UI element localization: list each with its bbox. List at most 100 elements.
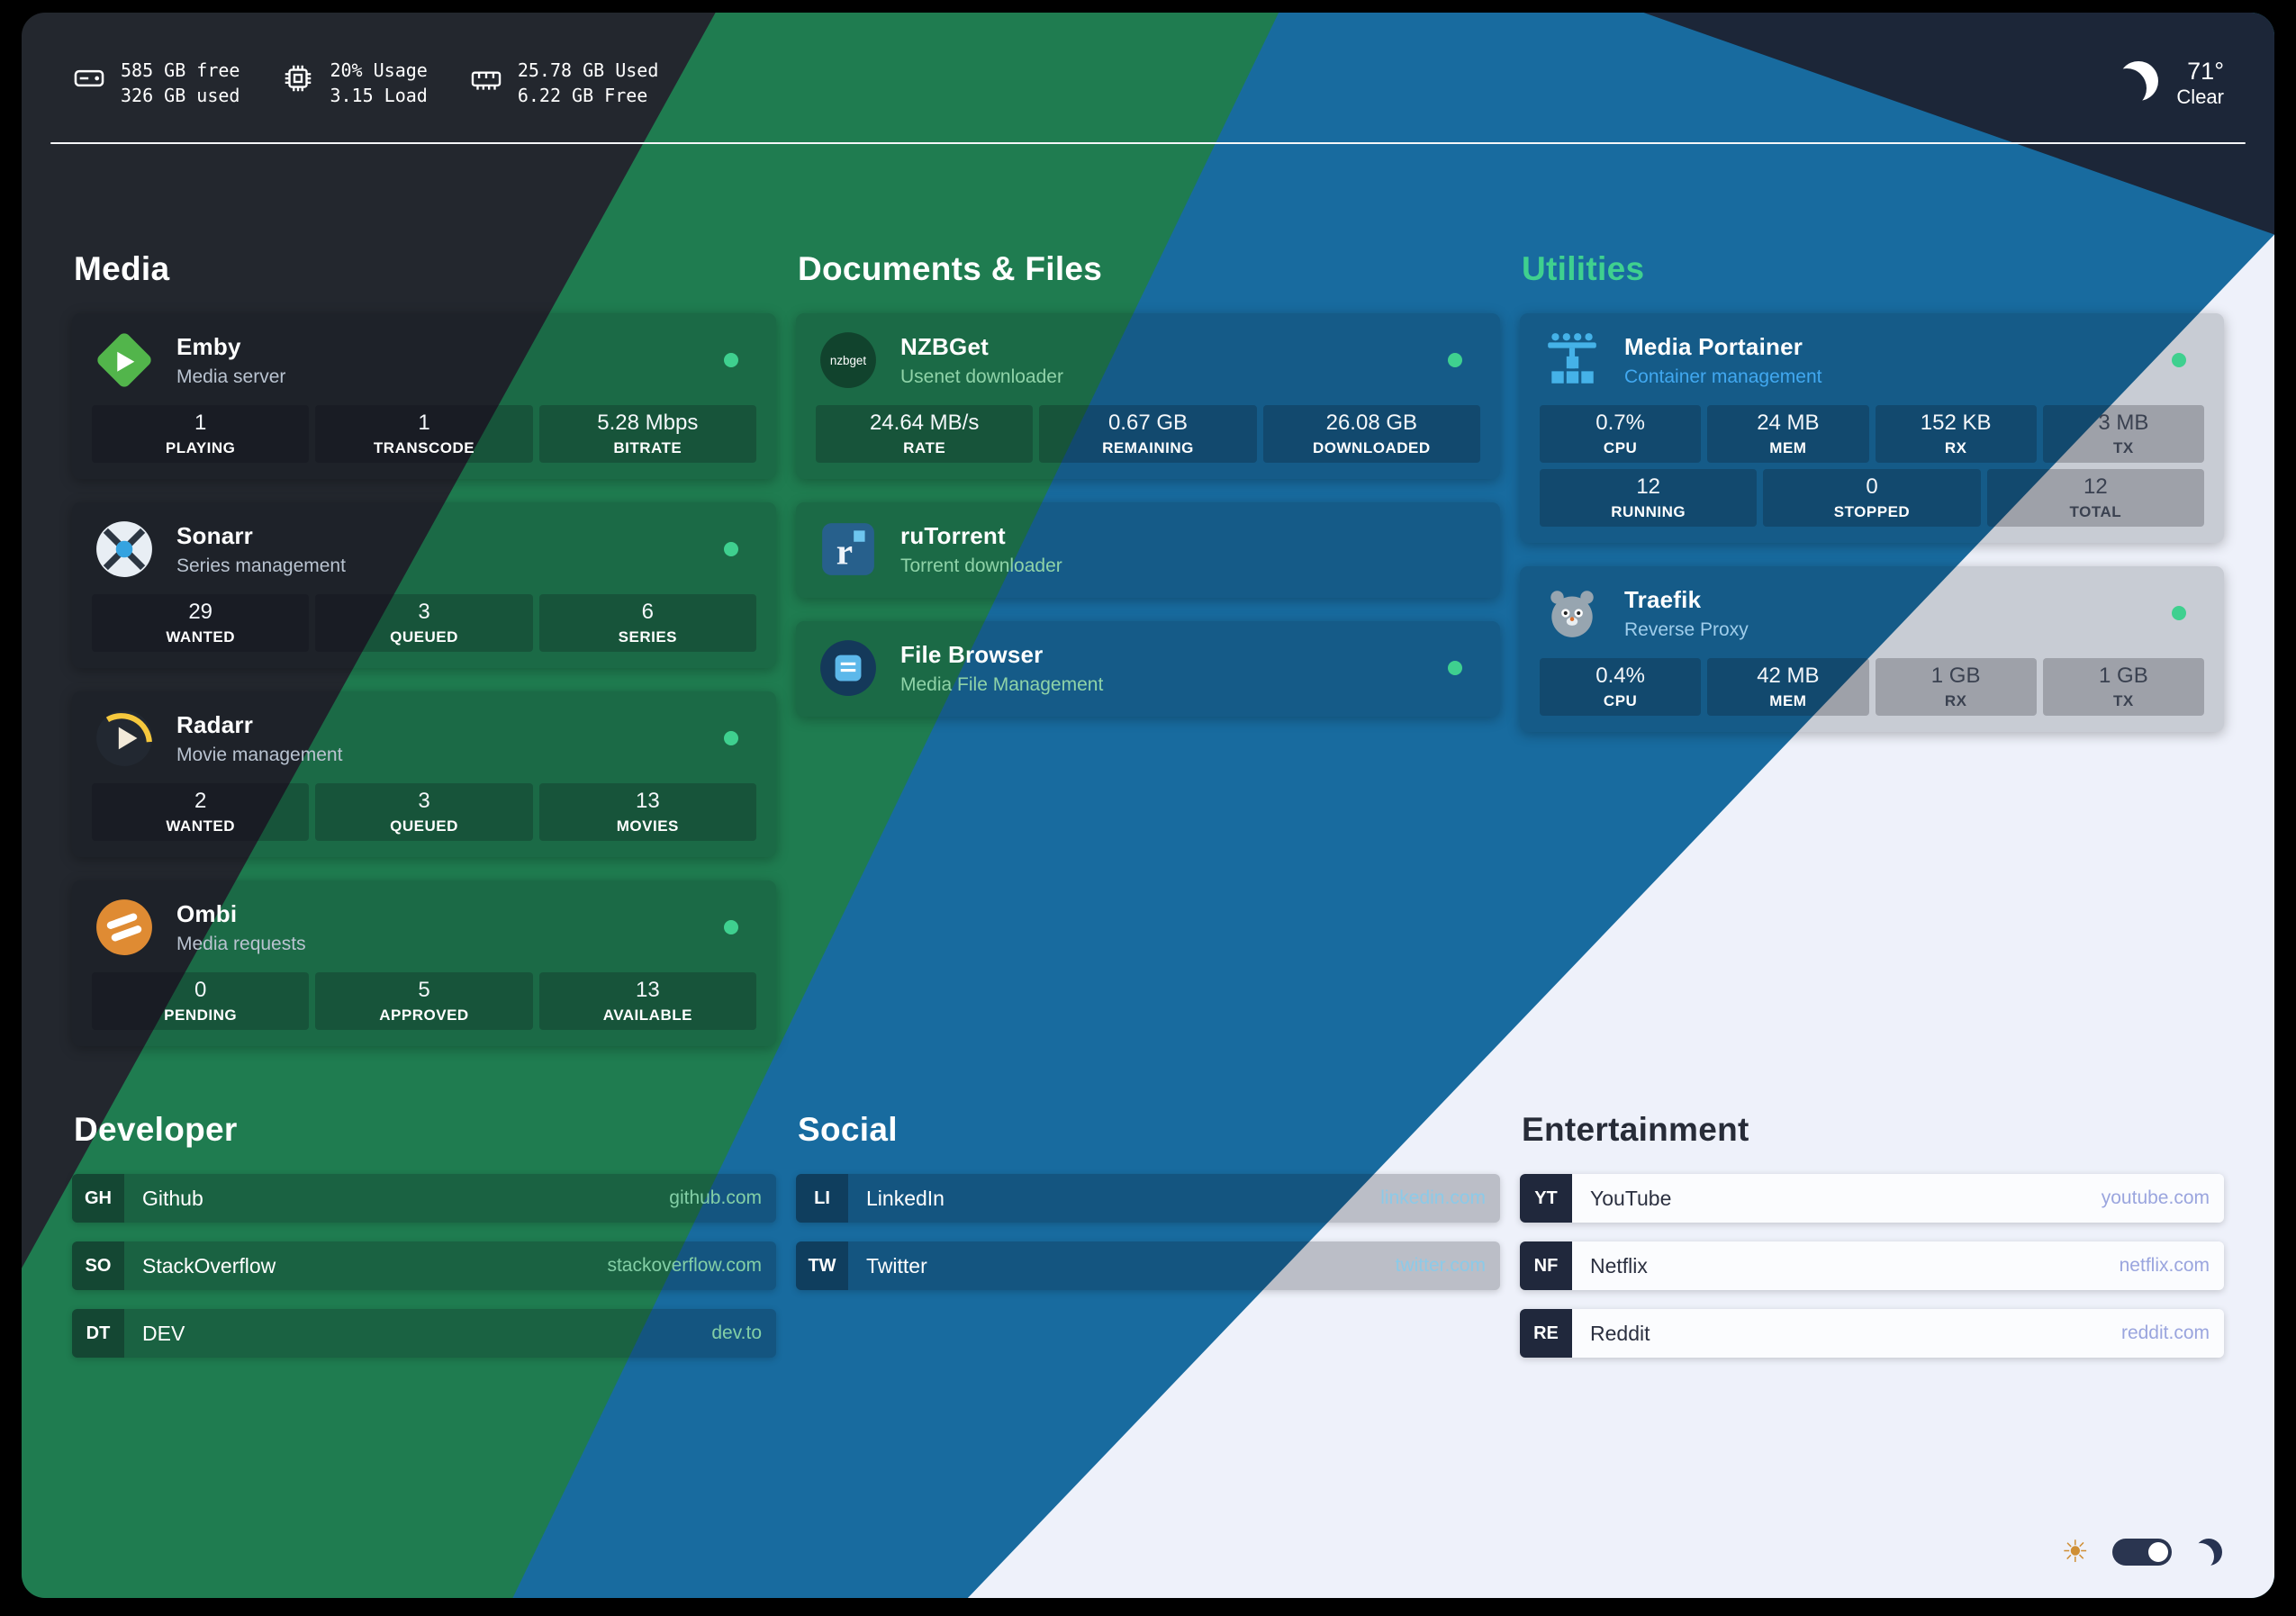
link-url: reddit.com [2120, 1323, 2210, 1343]
service-subtitle: Media requests [176, 933, 306, 954]
stat-label: WANTED [166, 628, 235, 645]
link-url: twitter.com [1395, 1255, 1486, 1276]
link-github[interactable]: GH Github github.com [72, 1174, 776, 1223]
disk-stat: 585 GB free 326 GB used [72, 58, 240, 108]
rutorrent-logo-text: r [836, 531, 853, 573]
service-subtitle: Reverse Proxy [1624, 618, 1749, 640]
service-card-radarr[interactable]: Radarr Movie management 2 WANTED 3 QUEUE… [72, 691, 776, 857]
service-card-traefik[interactable]: Traefik Reverse Proxy 0.4% CPU 42 MB MEM [1520, 566, 2224, 732]
link-twitter[interactable]: TW Twitter twitter.com [796, 1241, 1500, 1290]
service-card-sonarr[interactable]: Sonarr Series management 29 WANTED 3 QUE… [72, 502, 776, 668]
stat-value: 1 GB [1930, 664, 1981, 688]
service-card-ombi[interactable]: Ombi Media requests 0 PENDING 5 APPROVED [72, 880, 776, 1046]
section-title-media: Media [74, 250, 170, 287]
section-media: Media Emby Media server [72, 250, 776, 1046]
status-dot [724, 353, 738, 367]
stat-value: 1 GB [2099, 664, 2148, 688]
stat-value: 3 [418, 600, 430, 624]
stat-label: WANTED [166, 817, 235, 835]
weather-temp: 71° [2187, 58, 2224, 85]
service-card-nzbget[interactable]: nzbget NZBGet Usenet downloader 24.64 MB… [796, 313, 1500, 479]
link-url: linkedin.com [1380, 1187, 1486, 1208]
link-url: stackoverflow.com [607, 1255, 762, 1276]
service-card-portainer[interactable]: Media Portainer Container management 0.7… [1520, 313, 2224, 543]
stat-value: 42 MB [1757, 664, 1820, 688]
stat-queued: 3 QUEUED [315, 594, 533, 652]
service-name: File Browser [900, 640, 1044, 668]
stat-value: 152 KB [1920, 411, 1992, 435]
link-url: netflix.com [2119, 1255, 2210, 1276]
stat-tx: 3 MB TX [2042, 405, 2204, 463]
github-abbr-chip: GH [72, 1174, 124, 1223]
link-name: YouTube [1590, 1186, 1672, 1210]
stat-remaining: 0.67 GB REMAINING [1039, 405, 1257, 463]
link-name: StackOverflow [142, 1253, 276, 1277]
stat-value: 26.08 GB [1325, 411, 1418, 435]
ram-free: 6.22 GB Free [517, 85, 648, 106]
stat-label: RATE [903, 439, 946, 456]
filebrowser-icon [816, 636, 881, 700]
netflix-abbr-chip: NF [1520, 1241, 1572, 1290]
link-youtube[interactable]: YT YouTube youtube.com [1520, 1174, 2224, 1223]
stat-label: APPROVED [379, 1007, 469, 1024]
stat-value: 24 MB [1757, 411, 1820, 435]
stat-mem: 42 MB MEM [1707, 658, 1869, 716]
service-subtitle: Media File Management [900, 673, 1104, 695]
link-linkedin[interactable]: LI LinkedIn linkedin.com [796, 1174, 1500, 1223]
link-stackoverflow[interactable]: SO StackOverflow stackoverflow.com [72, 1241, 776, 1290]
section-title-utilities: Utilities [1522, 250, 1645, 287]
section-social: Social LI LinkedIn linkedin.com TW Twitt… [796, 1111, 1500, 1290]
stat-label: TOTAL [2069, 503, 2122, 520]
stat-value: 12 [1636, 474, 1661, 499]
moon-icon[interactable] [2195, 1539, 2222, 1566]
radarr-icon [92, 706, 157, 771]
stat-playing: 1 PLAYING [92, 405, 310, 463]
dashboard-window: 585 GB free 326 GB used 20% Usage 3.15 L… [22, 13, 2274, 1598]
stat-value: 0.7% [1595, 411, 1645, 435]
theme-controls: ☀ [2062, 1537, 2222, 1567]
link-name: Reddit [1590, 1321, 1650, 1345]
service-name: NZBGet [900, 332, 989, 360]
service-card-filebrowser[interactable]: File Browser Media File Management [796, 621, 1500, 717]
topbar: 585 GB free 326 GB used 20% Usage 3.15 L… [22, 13, 2274, 110]
stat-label: RX [1944, 439, 1967, 456]
stat-label: SERIES [618, 628, 677, 645]
youtube-abbr-chip: YT [1520, 1174, 1572, 1223]
section-documents: Documents & Files nzbget NZBGet Usenet [796, 250, 1500, 717]
stat-label: TX [2113, 692, 2134, 709]
link-netflix[interactable]: NF Netflix netflix.com [1520, 1241, 2224, 1290]
rutorrent-icon: r [816, 517, 881, 582]
stat-label: CPU [1603, 439, 1638, 456]
link-name: Twitter [866, 1253, 927, 1277]
link-url: dev.to [711, 1323, 762, 1343]
cpu-stat: 20% Usage 3.15 Load [281, 58, 428, 108]
link-dev[interactable]: DT DEV dev.to [72, 1309, 776, 1358]
status-dot [2172, 606, 2186, 620]
stat-label: AVAILABLE [602, 1007, 692, 1024]
stat-label: BITRATE [613, 439, 682, 456]
theme-toggle[interactable] [2112, 1539, 2172, 1566]
ram-used: 25.78 GB Used [517, 59, 659, 81]
stat-rate: 24.64 MB/s RATE [816, 405, 1034, 463]
sun-icon[interactable]: ☀ [2061, 1535, 2089, 1569]
weather-widget: 71° Clear [2119, 58, 2224, 110]
stat-value: 5.28 Mbps [597, 411, 699, 435]
stat-value: 1 [418, 411, 430, 435]
ombi-icon [92, 895, 157, 960]
stat-label: RX [1944, 692, 1967, 709]
service-card-rutorrent[interactable]: r ruTorrent Torrent downloader [796, 502, 1500, 598]
stat-label: REMAINING [1102, 439, 1194, 456]
section-entertainment: Entertainment YT YouTube youtube.com NF … [1520, 1111, 2224, 1358]
section-title-documents: Documents & Files [798, 250, 1103, 287]
service-name: Emby [176, 332, 241, 360]
stat-queued: 3 QUEUED [315, 783, 533, 841]
service-card-emby[interactable]: Emby Media server 1 PLAYING 1 TRANSCODE [72, 313, 776, 479]
stat-wanted: 2 WANTED [92, 783, 310, 841]
disk-free: 585 GB free [121, 59, 240, 81]
disk-icon [74, 69, 104, 87]
emby-icon [92, 328, 157, 393]
link-reddit[interactable]: RE Reddit reddit.com [1520, 1309, 2224, 1358]
stat-mem: 24 MB MEM [1707, 405, 1869, 463]
stat-running: 12 RUNNING [1540, 469, 1758, 527]
stat-value: 24.64 MB/s [869, 411, 980, 435]
